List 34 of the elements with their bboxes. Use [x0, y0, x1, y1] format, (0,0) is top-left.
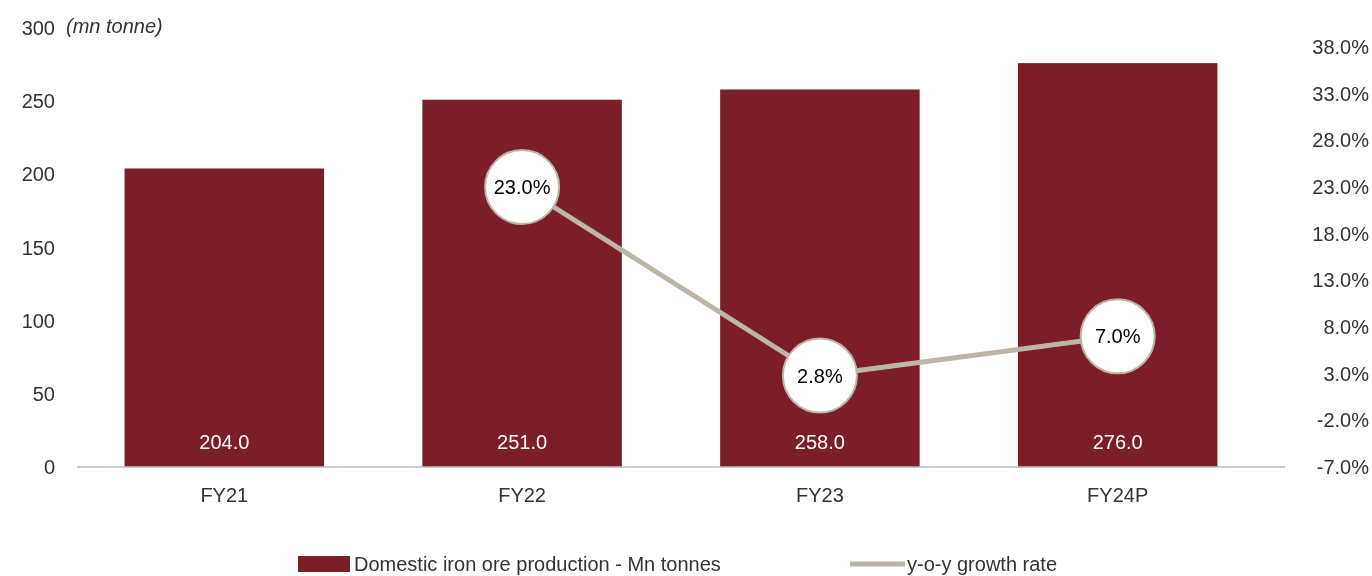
data-label: 251.0	[497, 431, 548, 453]
x-tick-label: FY23	[795, 484, 844, 506]
y-tick-label: 250	[21, 90, 55, 113]
y2-tick-label: -7.0%	[1316, 456, 1370, 478]
x-tick-label: FY24P	[1087, 484, 1149, 506]
data-label: 2.8%	[797, 364, 843, 387]
y-tick-label: 200	[21, 163, 55, 186]
bar	[124, 168, 325, 467]
legend-label: y-o-y growth rate	[907, 553, 1058, 575]
y2-tick-label: 38.0%	[1312, 36, 1370, 58]
data-label: 7.0%	[1094, 325, 1141, 348]
y-axis-title: (mn tonne)	[66, 15, 163, 37]
y-tick-label: 0	[43, 456, 55, 478]
y2-tick-label: 3.0%	[1323, 362, 1370, 385]
y2-tick-label: 18.0%	[1312, 222, 1370, 245]
y2-tick-label: 33.0%	[1312, 82, 1370, 105]
y2-tick-label: 8.0%	[1323, 316, 1370, 338]
y-tick-label: 150	[21, 236, 55, 259]
bar	[1017, 63, 1218, 467]
data-label: 23.0%	[493, 176, 551, 198]
y2-tick-label: 28.0%	[1312, 129, 1370, 152]
legend-label: Domestic iron ore production - Mn tonnes	[354, 553, 721, 575]
data-label: 258.0	[794, 431, 845, 453]
data-label: 204.0	[199, 431, 250, 453]
y2-tick-label: 23.0%	[1312, 176, 1370, 198]
x-tick-label: FY21	[200, 484, 249, 506]
y-tick-label: 100	[21, 309, 55, 332]
y2-tick-label: -2.0%	[1316, 409, 1370, 432]
y-tick-label: 50	[32, 382, 55, 405]
bar	[422, 99, 622, 467]
y-tick-label: 300	[21, 17, 55, 39]
y2-tick-label: 13.0%	[1312, 269, 1370, 292]
x-tick-label: FY22	[498, 484, 547, 506]
data-label: 276.0	[1092, 431, 1143, 453]
